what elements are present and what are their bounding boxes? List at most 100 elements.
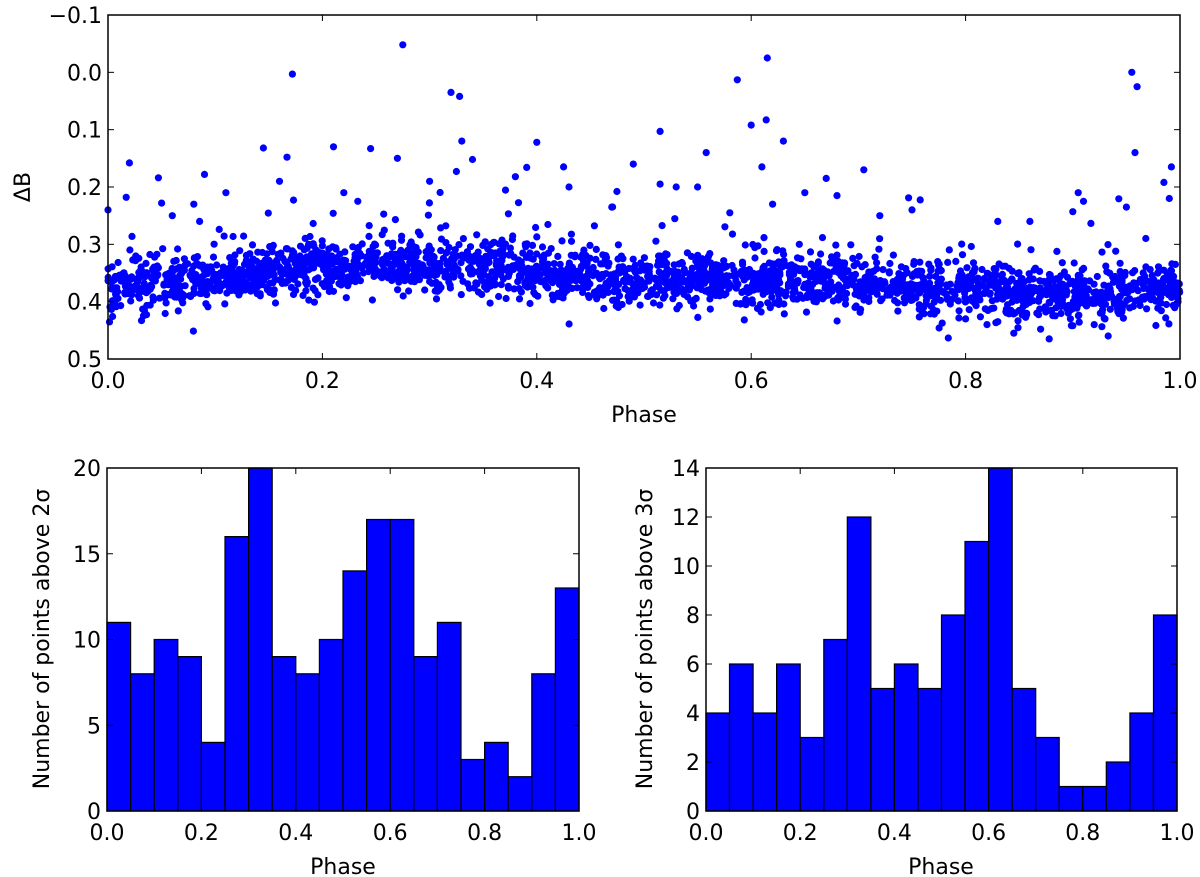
scatter-point <box>1157 307 1165 315</box>
scatter-point <box>146 250 154 259</box>
scatter-point <box>190 254 198 262</box>
scatter-point <box>780 250 788 258</box>
scatter-point <box>963 264 971 272</box>
scatter-point <box>686 270 694 278</box>
scatter-point <box>718 273 727 281</box>
scatter-point <box>482 283 490 291</box>
scatter-point <box>657 273 665 281</box>
scatter-point <box>1023 309 1031 317</box>
scatter-point <box>409 272 417 280</box>
scatter-point <box>1067 306 1075 314</box>
scatter-point <box>276 264 284 272</box>
scatter-point <box>656 301 664 309</box>
scatter-point <box>497 281 505 289</box>
scatter-point <box>1170 272 1178 280</box>
x-tick-label: 0.8 <box>467 821 502 846</box>
scatter-outlier-point <box>702 149 710 157</box>
scatter-point <box>274 250 282 258</box>
scatter-point <box>694 313 702 321</box>
scatter-outlier-point <box>340 189 348 197</box>
scatter-point <box>573 284 581 292</box>
scatter-outlier-point <box>200 170 209 178</box>
scatter-point <box>797 255 805 263</box>
scatter-point <box>776 271 784 279</box>
scatter-point <box>134 274 142 282</box>
scatter-point <box>196 289 204 297</box>
scatter-point <box>359 269 367 277</box>
scatter-point <box>651 274 659 282</box>
scatter-point <box>503 267 512 275</box>
scatter-point <box>1098 248 1106 256</box>
scatter-point <box>149 265 157 273</box>
scatter-point <box>391 250 400 258</box>
scatter-point <box>151 275 159 283</box>
scatter-point <box>764 299 772 307</box>
x-tick-label: 0.6 <box>734 369 769 394</box>
scatter-point <box>618 300 626 309</box>
scatter-outlier-point <box>1122 203 1130 211</box>
scatter-point <box>1029 297 1037 305</box>
scatter-point <box>644 292 653 300</box>
scatter-point <box>565 320 573 328</box>
scatter-point <box>1126 304 1134 312</box>
scatter-point <box>629 264 638 272</box>
scatter-point <box>399 292 407 300</box>
y-tick-label: 10 <box>672 555 700 580</box>
histogram-bar <box>775 663 801 812</box>
y-tick-label: 12 <box>672 506 700 531</box>
scatter-point <box>1073 277 1081 285</box>
scatter-point <box>1080 277 1088 285</box>
scatter-point <box>121 289 129 297</box>
scatter-point <box>1164 291 1173 299</box>
scatter-point <box>349 275 357 284</box>
scatter-outlier-point <box>1069 322 1077 330</box>
scatter-point <box>330 267 338 275</box>
scatter-point <box>604 262 612 270</box>
scatter-point <box>796 291 804 299</box>
y-tick-label: 8 <box>686 604 700 629</box>
scatter-point <box>480 265 488 273</box>
histogram-bar <box>531 673 556 812</box>
scatter-point <box>885 269 893 277</box>
scatter-point <box>314 291 322 299</box>
scatter-point <box>394 276 402 284</box>
scatter-point <box>401 253 410 261</box>
scatter-point <box>365 222 373 230</box>
scatter-outlier-point <box>122 193 130 201</box>
scatter-outlier-point <box>876 212 884 220</box>
scatter-point <box>613 187 621 196</box>
scatter-point <box>847 241 855 249</box>
scatter-point <box>589 263 597 272</box>
scatter-point <box>391 216 399 224</box>
scatter-point <box>309 219 317 228</box>
scatter-point <box>645 268 653 276</box>
scatter-point <box>712 261 720 269</box>
scatter-point <box>337 281 345 289</box>
scatter-point <box>1119 271 1127 279</box>
scatter-point <box>955 285 963 294</box>
scatter-point <box>414 228 422 236</box>
scatter-point <box>614 255 622 263</box>
scatter-point <box>640 262 648 270</box>
scatter-point <box>738 288 746 296</box>
scatter-point <box>965 306 973 314</box>
scatter-point <box>875 245 883 253</box>
scatter-point <box>289 196 298 204</box>
scatter-outlier-point <box>533 138 541 146</box>
scatter-outlier-point <box>511 173 519 181</box>
scatter-point <box>692 257 700 265</box>
scatter-point <box>649 299 658 307</box>
scatter-point <box>622 274 631 282</box>
scatter-point <box>137 317 146 325</box>
scatter-point <box>752 285 760 293</box>
scatter-point <box>806 248 815 256</box>
histogram-bar <box>1035 736 1060 812</box>
scatter-outlier-point <box>608 203 616 211</box>
scatter-point <box>358 240 366 248</box>
scatter-point <box>1057 309 1065 318</box>
scatter-point <box>533 233 541 241</box>
histogram-bar <box>728 663 754 812</box>
scatter-point <box>613 280 621 288</box>
scatter-point <box>567 237 576 245</box>
scatter-point <box>442 239 450 247</box>
